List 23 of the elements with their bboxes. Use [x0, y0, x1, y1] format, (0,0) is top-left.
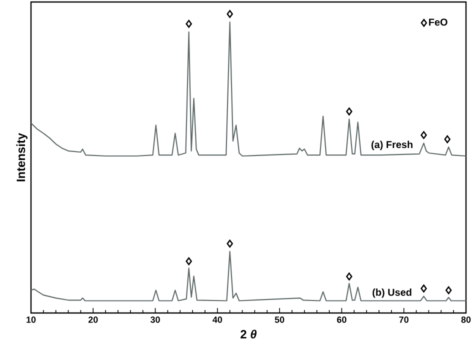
x-tick-label: 10 [26, 316, 36, 323]
point [186, 20, 192, 28]
y-axis-title: Intensity [16, 132, 28, 182]
point [226, 240, 233, 248]
point [226, 10, 233, 18]
x-tick-label: 20 [88, 316, 98, 323]
point [420, 131, 427, 140]
point [186, 257, 192, 266]
legend-label: FeO [429, 18, 448, 26]
x-tick-label: 30 [150, 316, 160, 323]
point [444, 135, 450, 144]
series-label: (b) Used [372, 288, 412, 298]
point [420, 284, 427, 292]
x-tick-label: 80 [461, 316, 471, 323]
point [346, 108, 352, 116]
x-tick-label: 50 [274, 316, 284, 323]
series-label: (a) Fresh [372, 140, 412, 150]
point [346, 272, 352, 280]
x-tick-label: 60 [337, 316, 346, 323]
x-tick-label: 70 [399, 316, 408, 323]
point [445, 286, 452, 294]
x-tick-label: 40 [212, 316, 222, 323]
x-axis-title: 2 θ [240, 330, 257, 338]
